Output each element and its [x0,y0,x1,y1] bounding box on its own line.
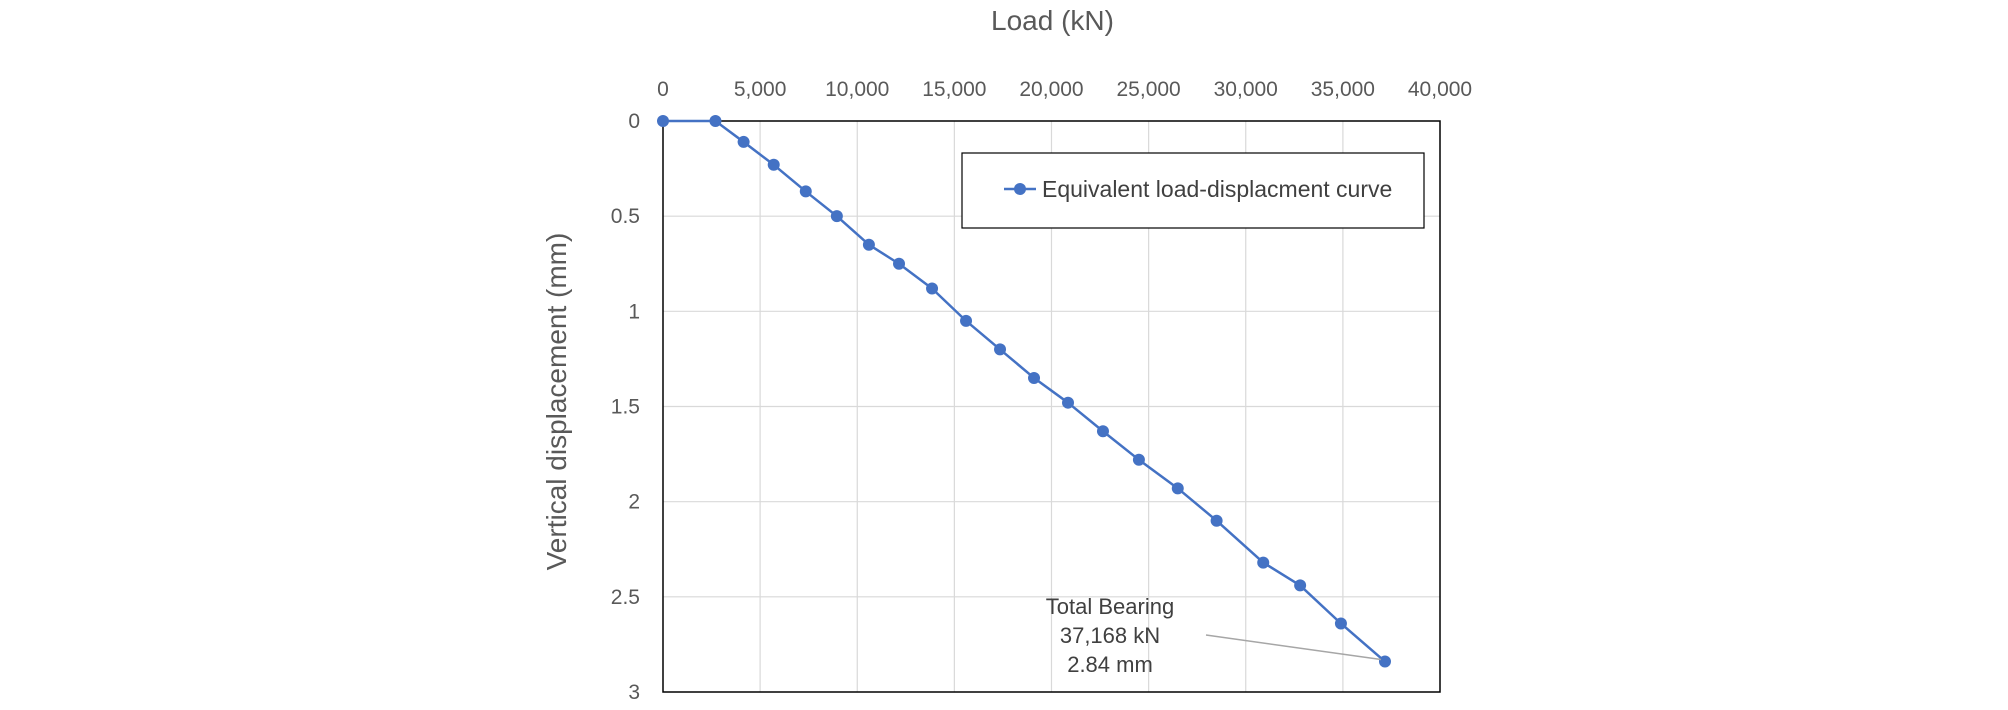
data-point [799,185,812,198]
data-point [737,135,750,148]
y-tick-label: 2 [628,491,640,514]
data-point [1294,579,1307,592]
data-point [1210,514,1223,527]
annotation-line-load: 37,168 kN [1060,623,1160,648]
x-tick-label: 35,000 [1311,78,1375,101]
x-tick-label: 10,000 [825,78,889,101]
data-point [1378,655,1391,668]
y-tick-label: 0.5 [611,205,640,228]
data-point [709,115,722,127]
legend-swatch-marker [1014,183,1026,195]
y-axis-tick-labels: 0 0.5 1 1.5 2 2.5 3 [611,110,640,704]
data-point [1334,617,1347,630]
y-tick-label: 0 [628,110,640,133]
x-tick-label: 25,000 [1117,78,1181,101]
data-point [994,343,1007,356]
y-tick-label: 1.5 [611,396,640,419]
data-point [657,115,669,127]
data-point [1257,556,1270,569]
y-tick-label: 3 [628,681,640,704]
x-tick-label: 15,000 [922,78,986,101]
data-point [893,257,906,270]
annotation-line-displacement: 2.84 mm [1067,652,1153,677]
y-tick-label: 1 [628,300,640,323]
x-axis-title: Load (kN) [991,5,1114,36]
total-bearing-annotation: Total Bearing 37,168 kN 2.84 mm [1046,594,1382,677]
y-tick-label: 2.5 [611,586,640,609]
data-point [960,314,973,327]
data-point [1062,396,1075,409]
data-point [1028,371,1041,384]
x-tick-label: 0 [657,78,669,101]
annotation-line-title: Total Bearing [1046,594,1174,619]
x-tick-label: 40,000 [1408,78,1472,101]
data-point [767,158,780,171]
data-point [862,238,875,251]
annotation-leader-line [1205,634,1382,661]
legend: Equivalent load-displacment curve [961,152,1425,229]
data-point [1132,453,1145,466]
y-axis-title: Vertical displacement (mm) [541,233,572,571]
plot-area-frame [662,120,1441,693]
data-point [830,210,843,223]
data-point [1171,482,1184,495]
x-tick-label: 5,000 [734,78,787,101]
x-tick-label: 30,000 [1214,78,1278,101]
x-tick-label: 20,000 [1019,78,1083,101]
x-axis-tick-labels: 0 5,000 10,000 15,000 20,000 25,000 30,000 35,0… [657,78,1472,101]
data-point [1096,425,1109,438]
series-group [657,115,1391,668]
legend-box [961,152,1425,229]
data-point [926,282,939,295]
legend-entry-label: Equivalent load-displacment curve [1042,176,1392,202]
